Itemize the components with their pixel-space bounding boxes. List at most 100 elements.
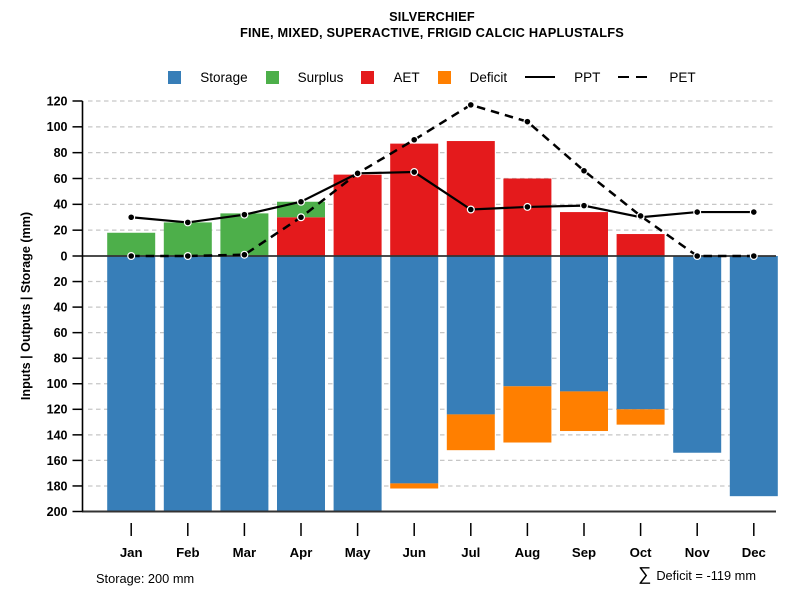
aet-bar-jun [390, 143, 439, 256]
y-tick-label: 180 [47, 479, 68, 493]
month-label-may: May [345, 545, 371, 560]
ppt-point [183, 218, 192, 227]
surplus-bar-feb [163, 222, 212, 256]
legend-item-aet: AET [361, 69, 420, 85]
storage-bar-jul [446, 256, 495, 415]
month-label-mar: Mar [233, 545, 256, 560]
aet-bar-sep [560, 212, 608, 256]
aet-bar-oct [616, 234, 665, 256]
month-label-feb: Feb [176, 545, 199, 560]
ppt-line [131, 170, 754, 224]
pet-point [749, 252, 758, 261]
y-tick-label: 100 [47, 377, 68, 391]
surplus-bar-jan [107, 232, 156, 256]
y-tick-label: 140 [47, 428, 68, 442]
chart-legend: Storage Surplus AET Deficit PPT PET [62, 66, 800, 88]
surplus-bar-mar [220, 213, 269, 256]
y-tick-label: 40 [54, 301, 68, 315]
pet-line [131, 103, 754, 258]
deficit-bar-jul [446, 414, 495, 451]
pet-point [183, 252, 192, 261]
legend-label-pet: PET [669, 69, 696, 85]
chart-title-block: SILVERCHIEF FINE, MIXED, SUPERACTIVE, FR… [62, 9, 800, 41]
month-label-sep: Sep [572, 545, 596, 560]
aet-bars [277, 141, 665, 256]
pet-point [523, 117, 532, 126]
ppt-point [749, 208, 758, 217]
y-tick-label: 120 [47, 403, 68, 417]
ppt-point [523, 202, 532, 211]
y-tick-label: 60 [54, 326, 68, 340]
month-label-oct: Oct [630, 545, 653, 560]
pet-point [240, 250, 249, 259]
sigma-icon: ∑ [638, 563, 652, 584]
x-axis: Jan Feb Mar Apr May Jun Jul Aug Sep Oct Nov Dec [120, 523, 766, 560]
y-tick-label: 20 [54, 275, 68, 289]
storage-bars [107, 256, 778, 512]
legend-item-storage: Storage [168, 69, 248, 85]
legend-swatch-deficit-icon [437, 70, 451, 84]
y-axis: 1201008060402002040608010012014016018020… [19, 94, 84, 519]
month-label-nov: Nov [685, 545, 711, 560]
storage-bar-dec [729, 256, 778, 497]
legend-swatch-aet-icon [361, 70, 375, 84]
legend-label-surplus: Surplus [297, 69, 344, 85]
legend-item-pet: PET [618, 69, 696, 85]
ppt-point [466, 205, 475, 214]
deficit-sum-note: ∑ Deficit = -119 mm [638, 563, 756, 585]
ppt-point [579, 201, 588, 210]
storage-bar-jan [107, 256, 156, 512]
storage-capacity-note: Storage: 200 mm [96, 571, 195, 586]
legend-item-deficit: Deficit [437, 69, 508, 85]
deficit-bars [390, 386, 665, 489]
ppt-point [693, 208, 702, 217]
legend-label-deficit: Deficit [469, 69, 508, 85]
month-label-aug: Aug [515, 545, 541, 560]
pet-point [410, 135, 419, 144]
y-tick-label: 60 [54, 172, 68, 186]
legend-label-ppt: PPT [574, 69, 601, 85]
ppt-point [127, 213, 136, 222]
deficit-bar-sep [560, 391, 608, 432]
deficit-bar-jun [390, 483, 439, 489]
ppt-point [410, 168, 419, 177]
pet-point [466, 100, 475, 109]
legend-label-storage: Storage [200, 69, 248, 85]
deficit-bar-oct [616, 409, 665, 425]
legend-solid-line-icon [525, 75, 556, 79]
pet-points [127, 100, 758, 261]
y-tick-label: 20 [54, 224, 68, 238]
deficit-bar-aug [503, 386, 552, 443]
aet-bar-aug [503, 178, 552, 256]
surplus-bars [107, 201, 325, 256]
legend-dashed-line-icon [618, 75, 651, 79]
pet-point [297, 213, 306, 222]
storage-bar-feb [163, 256, 212, 512]
y-tick-label: 0 [61, 249, 68, 263]
month-label-apr: Apr [290, 545, 313, 560]
y-tick-label: 200 [47, 505, 68, 519]
pet-point [579, 166, 588, 175]
legend-swatch-surplus-icon [265, 70, 279, 84]
storage-bar-may [333, 256, 382, 512]
storage-bar-jun [390, 256, 439, 484]
storage-bar-aug [503, 256, 552, 387]
month-label-dec: Dec [742, 545, 766, 560]
storage-bar-apr [277, 256, 325, 512]
legend-item-surplus: Surplus [265, 69, 344, 85]
storage-bar-mar [220, 256, 269, 512]
legend-label-aet: AET [393, 69, 420, 85]
month-label-jun: Jun [402, 545, 425, 560]
legend-item-ppt: PPT [525, 70, 600, 85]
legend-swatch-storage-icon [168, 70, 182, 84]
month-label-jan: Jan [120, 545, 143, 560]
surplus-bar-apr [277, 201, 325, 218]
pet-point [693, 252, 702, 261]
pet-point [636, 211, 645, 220]
ppt-point [240, 210, 249, 219]
chart-subtitle: FINE, MIXED, SUPERACTIVE, FRIGID CALCIC … [240, 25, 624, 40]
chart-title: SILVERCHIEF [389, 9, 475, 24]
pet-point [127, 252, 136, 261]
